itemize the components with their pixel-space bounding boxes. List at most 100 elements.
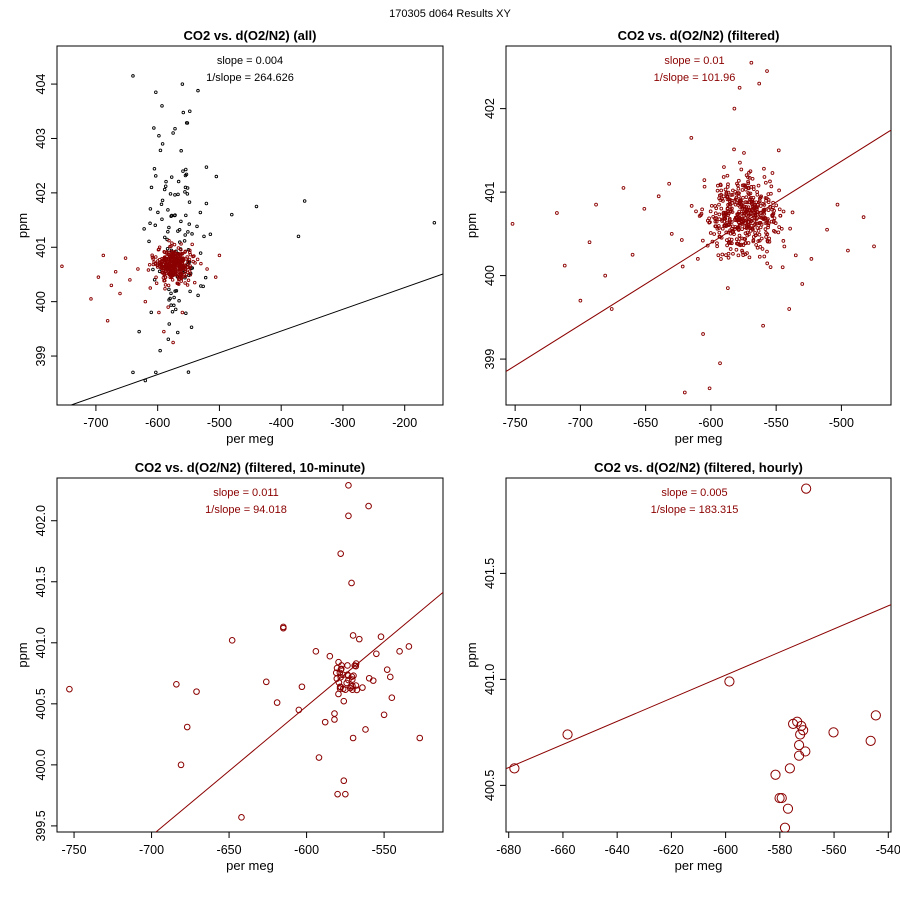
data-point xyxy=(726,222,731,226)
data-point xyxy=(170,241,174,245)
x-tick-label: -540 xyxy=(876,843,900,857)
data-point xyxy=(715,188,720,193)
data-point xyxy=(725,243,729,248)
data-point xyxy=(191,259,195,264)
data-point xyxy=(771,212,775,217)
data-point xyxy=(163,271,167,275)
data-point xyxy=(726,213,730,218)
data-point xyxy=(188,248,192,253)
data-point xyxy=(353,686,361,694)
data-point xyxy=(793,750,805,761)
data-point xyxy=(198,210,203,215)
data-point xyxy=(188,109,192,114)
x-tick-label: -580 xyxy=(767,843,792,857)
data-point xyxy=(166,305,170,309)
data-point xyxy=(737,194,741,199)
data-point xyxy=(717,230,722,235)
data-point xyxy=(509,763,520,774)
data-point xyxy=(195,224,199,229)
data-point xyxy=(720,252,725,257)
data-point xyxy=(742,151,746,155)
y-tick-label: 400 xyxy=(34,291,48,312)
data-point xyxy=(163,235,167,240)
panel-4: CO2 vs. d(O2/N2) (filtered, hourly) -680 -… xyxy=(464,460,900,873)
data-point xyxy=(173,307,178,312)
data-point xyxy=(720,217,725,222)
data-point xyxy=(153,174,158,178)
data-point xyxy=(730,226,734,231)
y-tick-label: 404 xyxy=(34,74,48,95)
data-point xyxy=(405,643,413,650)
data-point xyxy=(717,217,722,222)
data-point xyxy=(254,204,259,209)
data-point xyxy=(717,212,722,217)
data-point xyxy=(349,686,356,694)
data-point xyxy=(744,173,749,178)
x-tick-label: -500 xyxy=(207,416,232,430)
data-point xyxy=(748,211,753,215)
data-point xyxy=(708,209,713,214)
data-point xyxy=(131,370,135,375)
inverse-slope-annotation: 1/slope = 101.96 xyxy=(654,72,736,84)
data-point xyxy=(273,699,281,706)
y-tick-label: 402 xyxy=(483,98,497,119)
data-point xyxy=(176,246,181,250)
data-point xyxy=(757,238,762,243)
data-point xyxy=(167,262,171,266)
data-point xyxy=(362,726,369,733)
data-point xyxy=(172,295,176,300)
data-point xyxy=(746,179,750,184)
data-point xyxy=(744,207,749,212)
panel-2: CO2 vs. d(O2/N2) (filtered) -750 -700 -650 -… xyxy=(464,28,892,446)
data-point xyxy=(713,216,717,221)
data-point xyxy=(331,710,338,717)
data-point xyxy=(298,683,306,691)
data-point xyxy=(349,734,357,742)
x-tick-label: -560 xyxy=(822,843,847,857)
data-point xyxy=(723,210,728,215)
y-tick-label: 400.0 xyxy=(34,749,48,780)
data-point xyxy=(158,348,162,353)
data-point xyxy=(734,247,739,252)
data-point xyxy=(736,178,741,183)
data-point xyxy=(160,198,165,203)
data-point xyxy=(755,190,759,194)
data-point xyxy=(738,160,742,165)
data-point xyxy=(154,90,158,94)
data-point xyxy=(766,221,771,226)
data-point xyxy=(196,293,200,298)
data-point xyxy=(131,74,135,78)
data-point xyxy=(707,386,712,391)
x-tick-label: -650 xyxy=(217,843,242,857)
data-point xyxy=(730,210,735,214)
data-point xyxy=(758,204,763,208)
data-point xyxy=(162,329,166,334)
data-point xyxy=(798,725,809,736)
data-point xyxy=(177,299,181,303)
data-point xyxy=(186,370,191,374)
data-point xyxy=(716,253,721,258)
data-point xyxy=(187,269,192,274)
data-point xyxy=(780,265,785,270)
data-point xyxy=(726,190,731,195)
y-tick-label: 399.5 xyxy=(34,810,48,841)
data-point xyxy=(656,194,661,199)
data-point xyxy=(157,269,162,274)
panel-title: CO2 vs. d(O2/N2) (filtered, hourly) xyxy=(594,460,803,475)
data-point xyxy=(724,253,728,257)
data-point xyxy=(352,660,360,667)
data-point xyxy=(156,210,160,215)
data-point xyxy=(148,221,152,226)
data-point xyxy=(701,332,705,336)
data-point xyxy=(707,220,712,225)
data-point xyxy=(723,187,728,192)
data-point xyxy=(199,284,203,288)
x-tick-label: -550 xyxy=(372,843,397,857)
data-point xyxy=(166,252,171,257)
data-point xyxy=(173,681,180,688)
inverse-slope-annotation: 1/slope = 183.315 xyxy=(651,504,739,516)
inverse-slope-annotation: 1/slope = 264.626 xyxy=(206,72,294,84)
data-point xyxy=(746,186,751,191)
panel-3: CO2 vs. d(O2/N2) (filtered, 10-minute) -7… xyxy=(15,460,444,873)
